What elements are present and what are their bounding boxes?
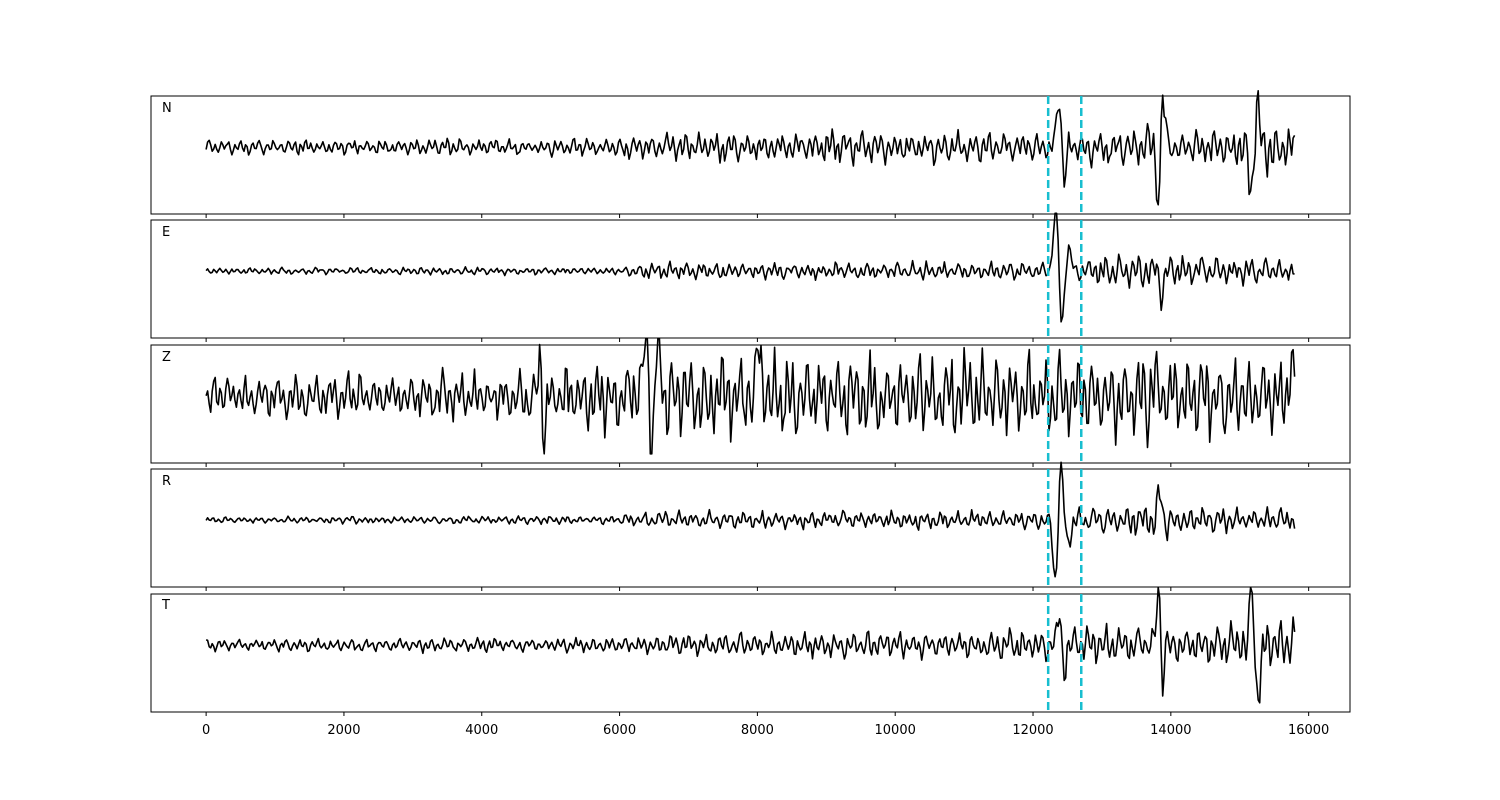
waveform-z — [205, 337, 1296, 455]
x-tick-label: 6000 — [603, 723, 636, 738]
x-tick-label: 12000 — [1012, 723, 1053, 738]
x-tick-label: 4000 — [465, 723, 498, 738]
panel-label-t: T — [162, 598, 170, 613]
x-tick-label: 8000 — [741, 723, 774, 738]
panel-label-r: R — [162, 474, 172, 489]
panel-e — [150, 212, 1351, 342]
panel-frame — [150, 593, 1351, 713]
panel-frame — [150, 344, 1351, 464]
panel-label-n: N — [162, 101, 172, 116]
x-tick-label: 0 — [202, 723, 210, 738]
panel-r — [150, 461, 1351, 591]
waveform-e — [205, 212, 1295, 323]
waveform-n — [205, 90, 1296, 206]
waveform-t — [205, 586, 1296, 704]
panel-frame — [150, 95, 1351, 215]
panel-z — [150, 337, 1351, 467]
x-tick-label: 16000 — [1288, 723, 1329, 738]
panel-n — [150, 90, 1351, 218]
x-tick-label: 2000 — [327, 723, 360, 738]
panel-frame — [150, 219, 1351, 339]
panel-t — [150, 586, 1351, 716]
panel-frame — [150, 468, 1351, 588]
waveform-r — [205, 461, 1296, 578]
x-tick-label: 14000 — [1150, 723, 1191, 738]
panel-label-z: Z — [162, 350, 171, 365]
panel-label-e: E — [162, 225, 171, 240]
x-tick-label: 10000 — [875, 723, 916, 738]
